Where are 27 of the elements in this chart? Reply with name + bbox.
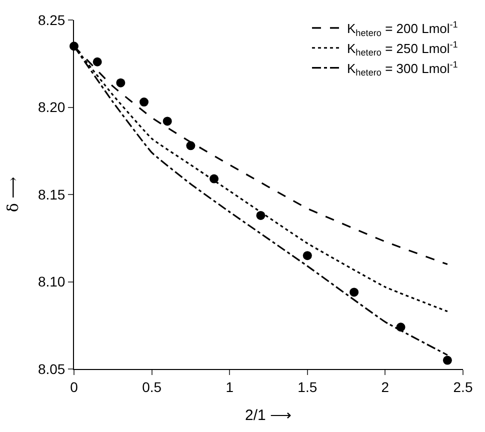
legend-label: K$_{hetero}$ = 200 Lmol$^{-1}$	[347, 20, 458, 38]
y-tick-label: 8.20	[38, 99, 66, 116]
x-tick-label: 2.5	[453, 378, 473, 395]
point	[210, 174, 219, 184]
point	[140, 98, 149, 107]
legend-label: K$_{hetero}$ = 250 Lmol$^{-1}$	[347, 39, 458, 58]
y-tick-label: 8.05	[38, 360, 66, 377]
x-axis-title: 2/1 ⟶	[244, 406, 292, 424]
y-axis-title: δ ⟶	[4, 176, 22, 212]
x-tick-label: 0.5	[142, 378, 162, 395]
point	[302, 251, 312, 260]
point	[116, 78, 126, 88]
point	[350, 288, 359, 297]
point	[186, 141, 196, 150]
x-tick-label: 2	[381, 378, 390, 395]
x-tick-label: 1.5	[298, 378, 318, 395]
y-tick-label: 8.15	[38, 186, 66, 202]
point	[396, 322, 406, 332]
point	[162, 116, 172, 126]
point	[256, 210, 266, 220]
y-tick-label: 8.10	[38, 274, 66, 290]
y-tick-label: 8.25	[38, 12, 66, 28]
point	[442, 356, 452, 365]
legend-label: K$_{hetero}$ = 300 Lmol$^{-1}$	[347, 59, 458, 78]
x-tick-label: 1	[226, 378, 234, 395]
point	[92, 57, 102, 66]
x-tick-label: 0	[70, 378, 78, 395]
